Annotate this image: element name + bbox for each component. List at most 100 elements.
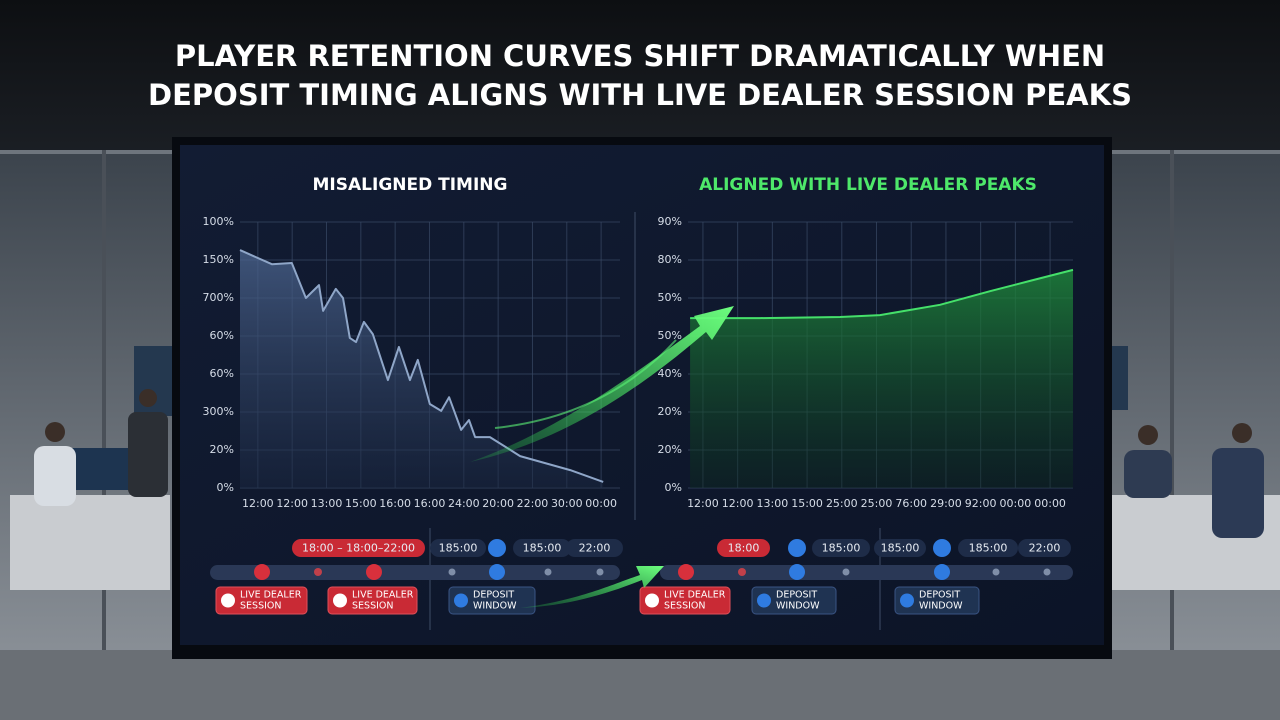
- x-tick-label: 12:00: [687, 497, 719, 510]
- time-pill-label: 185:00: [822, 542, 861, 555]
- glass-frame: [102, 150, 106, 650]
- session-icon: [678, 564, 694, 580]
- person: [139, 389, 157, 407]
- legend-label: LIVE DEALER: [664, 590, 726, 601]
- monitor: [72, 448, 138, 490]
- chart-panel: ALIGNED WITH LIVE DEALER PEAKS 0% 20% 20% 40…: [658, 175, 1074, 510]
- x-tick-label: 00:00: [1000, 497, 1032, 510]
- legend-icon: [221, 593, 235, 608]
- legend-icon: [333, 593, 347, 608]
- timeline-bar: [210, 565, 620, 580]
- area-fill: [690, 269, 1073, 488]
- legend-label: WINDOW: [473, 601, 517, 612]
- x-tick-label: 25:00: [861, 497, 893, 510]
- time-pill: [566, 539, 623, 557]
- person: [1212, 448, 1264, 538]
- time-pill-label: 22:00: [1029, 542, 1061, 555]
- x-tick-label: 12:00: [276, 497, 308, 510]
- y-tick-label: 100%: [203, 215, 234, 228]
- deposit-icon: [933, 539, 951, 557]
- timeline: 18:00 – 18:00–22:00 185:00 185:00 22:00 LIVE…: [210, 539, 1073, 615]
- x-tick-label: 12:00: [722, 497, 754, 510]
- deposit-icon: [788, 539, 806, 557]
- deposit-icon: [934, 564, 950, 580]
- charts: MISALIGNED TIMING 0% 20% 300% 60% 60% 700% 150%…: [203, 175, 1074, 510]
- time-pill-label: 185:00: [439, 542, 478, 555]
- x-tick-label: 13:00: [311, 497, 343, 510]
- x-tick-label: 16:00: [379, 497, 411, 510]
- time-pill: [1018, 539, 1071, 557]
- chart-panel: MISALIGNED TIMING 0% 20% 300% 60% 60% 700% 150%…: [203, 175, 620, 510]
- y-tick-label: 60%: [210, 329, 234, 342]
- y-tick-label: 700%: [203, 291, 234, 304]
- time-pill: [513, 539, 571, 557]
- transition-arrow: [470, 306, 734, 608]
- x-tick-label: 15:00: [791, 497, 823, 510]
- y-tick-label: 50%: [658, 329, 682, 342]
- headline: DEPOSIT TIMING ALIGNS WITH LIVE DEALER S…: [148, 78, 1132, 112]
- wall-screen: [1108, 346, 1128, 410]
- deposit-icon: [789, 564, 805, 580]
- x-tick-label: 24:00: [448, 497, 480, 510]
- legend-icon: [900, 593, 914, 608]
- legend-box: [215, 586, 308, 615]
- deposit-icon: [1043, 568, 1051, 576]
- time-pill-label: 22:00: [579, 542, 611, 555]
- legend-label: DEPOSIT: [919, 590, 960, 601]
- deposit-icon: [596, 568, 604, 576]
- arrow: [470, 306, 734, 462]
- wall-screen: [134, 346, 176, 416]
- x-tick-label: 20:00: [482, 497, 514, 510]
- legend-label: SESSION: [240, 601, 281, 612]
- x-tick-label: 30:00: [551, 497, 583, 510]
- session-icon: [314, 568, 322, 576]
- x-tick-label: 22:00: [517, 497, 549, 510]
- y-tick-label: 0%: [217, 481, 234, 494]
- legend-box: [448, 586, 536, 615]
- person: [1232, 423, 1252, 443]
- time-pill: [292, 539, 425, 557]
- glass-frame: [1170, 150, 1174, 650]
- x-tick-label: 15:00: [345, 497, 377, 510]
- legend-label: WINDOW: [776, 601, 820, 612]
- legend-box: [639, 586, 731, 615]
- legend-label: DEPOSIT: [776, 590, 817, 601]
- time-pill-label: 185:00: [881, 542, 920, 555]
- x-tick-label: 92:00: [965, 497, 997, 510]
- y-tick-label: 50%: [658, 291, 682, 304]
- desk: [10, 495, 170, 590]
- y-tick-label: 40%: [658, 367, 682, 380]
- person: [45, 422, 65, 442]
- person: [1138, 425, 1158, 445]
- y-tick-label: 20%: [210, 443, 234, 456]
- x-tick-label: 76:00: [895, 497, 927, 510]
- x-tick-label: 13:00: [757, 497, 789, 510]
- x-tick-label: 25:00: [826, 497, 858, 510]
- line: [239, 249, 604, 483]
- timeline-bar: [660, 565, 1073, 580]
- x-tick-label: 29:00: [930, 497, 962, 510]
- legend-box: [751, 586, 837, 615]
- y-tick-label: 90%: [658, 215, 682, 228]
- y-tick-label: 0%: [665, 481, 682, 494]
- deposit-icon: [544, 568, 552, 576]
- legend-box: [327, 586, 418, 615]
- time-pill-label: 18:00: [728, 542, 760, 555]
- legend-label: LIVE DEALER: [240, 590, 302, 601]
- area-fill: [240, 250, 604, 488]
- legend-label: SESSION: [664, 601, 705, 612]
- legend-label: WINDOW: [919, 601, 963, 612]
- time-pill-label: 185:00: [523, 542, 562, 555]
- x-tick-label: 12:00: [242, 497, 274, 510]
- time-pill: [874, 539, 926, 557]
- person: [34, 446, 76, 506]
- y-tick-label: 300%: [203, 405, 234, 418]
- time-pill: [717, 539, 770, 557]
- person: [1124, 450, 1172, 498]
- legend-label: SESSION: [352, 601, 393, 612]
- deposit-icon: [488, 539, 506, 557]
- time-pill: [812, 539, 870, 557]
- time-pill-label: 18:00 – 18:00–22:00: [302, 542, 415, 555]
- session-icon: [254, 564, 270, 580]
